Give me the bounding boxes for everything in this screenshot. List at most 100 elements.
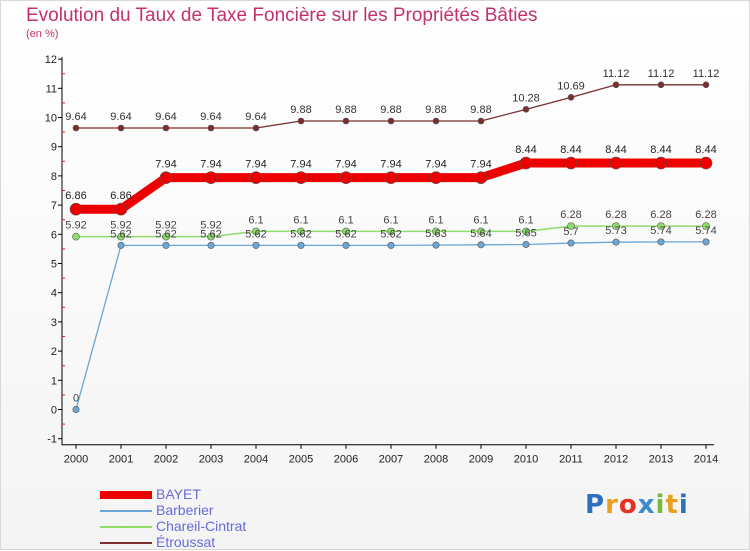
data-label-barberier: 5.62	[290, 228, 311, 240]
x-tick-label: 2003	[199, 454, 223, 466]
y-tick-label: 3	[51, 317, 57, 329]
data-label-chareil-cintrat: 6.28	[560, 209, 581, 221]
data-point-barberier	[522, 241, 530, 249]
legend-swatch	[100, 542, 152, 544]
x-tick-label: 2004	[244, 454, 268, 466]
y-tick-label: 5	[51, 259, 57, 271]
data-point-bayet	[474, 171, 488, 184]
y-tick-label: 12	[45, 54, 57, 66]
data-label-barberier: 5.62	[200, 228, 221, 240]
data-point-bayet	[69, 202, 83, 216]
data-label-chareil-cintrat: 5.92	[110, 220, 131, 232]
data-label-etroussat: 11.12	[693, 68, 720, 80]
y-tick-label: 7	[51, 200, 57, 212]
data-label-barberier: 5.64	[470, 228, 491, 240]
data-label-chareil-cintrat: 6.28	[650, 209, 671, 221]
data-label-etroussat: 9.64	[65, 111, 86, 123]
legend-label: Étroussat	[156, 534, 216, 550]
data-point-chareil-cintrat	[162, 232, 170, 241]
data-point-bayet	[204, 171, 218, 184]
data-label-chareil-cintrat: 6.1	[473, 214, 488, 226]
x-tick-label: 2002	[154, 454, 178, 466]
data-label-chareil-cintrat: 6.1	[338, 214, 353, 226]
series-etroussat: 9.64 9.64 9.64 9.64 9.64 9.88 9.88 9.88 9.88 9.88…	[65, 68, 720, 132]
data-point-bayet	[384, 171, 398, 184]
data-label-bayet: 7.94	[290, 159, 311, 171]
data-label-bayet: 8.44	[650, 144, 671, 156]
data-point-barberier	[567, 239, 575, 247]
data-label-etroussat: 9.88	[425, 104, 446, 116]
data-label-chareil-cintrat: 6.28	[605, 209, 626, 221]
data-label-barberier: 5.74	[695, 225, 716, 237]
y-tick-label: 0	[51, 405, 57, 417]
data-point-etroussat	[477, 117, 485, 125]
data-point-chareil-cintrat	[522, 227, 530, 236]
data-label-barberier: 5.62	[245, 228, 266, 240]
data-label-bayet: 7.94	[335, 159, 356, 171]
data-label-etroussat: 10.28	[512, 92, 540, 104]
data-label-barberier: 5.63	[425, 228, 446, 240]
data-point-bayet	[609, 156, 623, 170]
data-point-etroussat	[342, 117, 350, 125]
data-label-bayet: 7.94	[155, 159, 176, 171]
data-label-etroussat: 11.12	[603, 68, 630, 80]
data-label-barberier: 5.62	[335, 228, 356, 240]
data-label-bayet: 8.44	[695, 144, 716, 156]
data-point-chareil-cintrat	[387, 227, 395, 236]
logo-letter: o	[618, 490, 638, 520]
data-point-bayet	[339, 171, 353, 184]
data-point-chareil-cintrat	[477, 227, 485, 236]
data-point-etroussat	[117, 124, 125, 132]
data-point-barberier	[387, 241, 395, 249]
data-label-chareil-cintrat: 5.92	[65, 220, 86, 232]
x-tick-label: 2011	[559, 454, 583, 466]
x-tick-label: 2007	[379, 454, 403, 466]
data-point-bayet	[654, 156, 668, 170]
x-tick-label: 2012	[604, 454, 628, 466]
series-chareil-cintrat: 5.92 5.92 5.92 5.92 6.1 6.1 6.1 6.1 6.1 6.1 6.1 6.2…	[65, 209, 717, 241]
legend-label: Chareil-Cintrat	[156, 518, 247, 534]
data-point-barberier	[72, 405, 80, 413]
x-tick-label: 2010	[514, 454, 538, 466]
data-point-etroussat	[657, 81, 665, 89]
series-line-barberier	[75, 241, 706, 410]
y-tick-label: 9	[51, 142, 57, 154]
x-tick-label: 2008	[424, 454, 448, 466]
data-point-bayet	[699, 156, 713, 170]
logo-letter: t	[665, 490, 679, 520]
data-point-etroussat	[567, 94, 575, 101]
data-point-etroussat	[207, 124, 215, 132]
data-point-chareil-cintrat	[567, 222, 575, 230]
data-label-bayet: 8.44	[515, 144, 536, 156]
data-point-bayet	[294, 171, 308, 184]
data-point-chareil-cintrat	[657, 222, 665, 230]
data-label-etroussat: 9.88	[290, 104, 311, 116]
legend-label: BAYET	[156, 486, 201, 502]
data-point-etroussat	[387, 117, 395, 125]
data-point-etroussat	[612, 81, 620, 89]
data-label-etroussat: 11.12	[648, 68, 675, 80]
data-label-etroussat: 10.69	[557, 80, 585, 92]
data-point-bayet	[564, 156, 578, 170]
data-label-chareil-cintrat: 6.1	[248, 214, 263, 226]
y-axis-unit: (en %)	[26, 28, 59, 40]
data-point-etroussat	[162, 124, 170, 132]
data-label-barberier: 5.62	[380, 228, 401, 240]
y-tick-label: 4	[51, 288, 57, 300]
data-label-bayet: 7.94	[245, 159, 266, 171]
data-label-etroussat: 9.64	[245, 111, 266, 123]
logo-letter: i	[655, 490, 666, 520]
data-point-barberier	[162, 241, 170, 249]
data-point-barberier	[702, 238, 710, 246]
proxiti-logo: Proxiti	[585, 490, 689, 520]
data-point-chareil-cintrat	[342, 227, 350, 236]
data-point-etroussat	[522, 106, 530, 113]
x-tick-label: 2001	[109, 454, 133, 466]
data-point-barberier	[342, 241, 350, 249]
data-point-etroussat	[702, 81, 710, 89]
data-point-bayet	[114, 202, 128, 216]
y-tick-label: 11	[46, 83, 57, 95]
data-point-chareil-cintrat	[252, 227, 260, 236]
